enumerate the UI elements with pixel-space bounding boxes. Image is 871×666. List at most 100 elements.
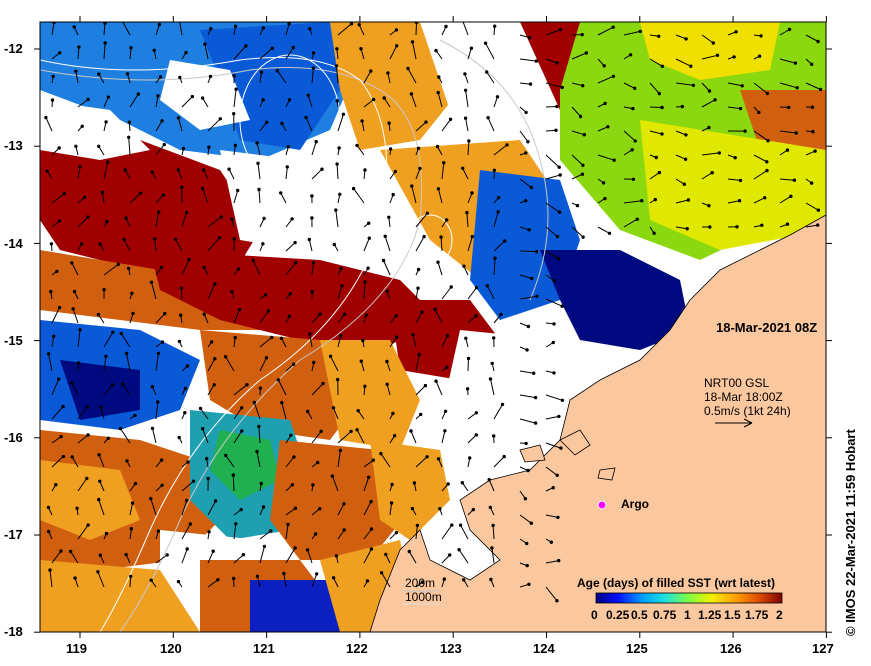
current-vector [101, 192, 105, 204]
current-vector-head [485, 70, 489, 74]
current-vector-head [757, 110, 761, 115]
current-vector [519, 130, 529, 142]
current-vector [493, 258, 496, 276]
current-vector [519, 394, 536, 399]
current-vector [701, 152, 720, 156]
current-vector-head [436, 90, 440, 95]
current-vector-head [468, 456, 472, 460]
current-vector [311, 68, 314, 84]
current-vector-head [557, 165, 561, 169]
argo-marker[interactable] [597, 500, 607, 510]
current-vector-head [465, 210, 469, 215]
current-vector [486, 285, 495, 300]
current-vector-head [119, 331, 124, 336]
current-vector-head [707, 125, 711, 130]
current-vector-head [425, 211, 430, 216]
current-vector-head [308, 27, 312, 31]
current-vector-head [810, 181, 814, 185]
current-vector-head [262, 216, 266, 221]
current-vector [701, 82, 710, 92]
current-vector-head [524, 441, 528, 446]
current-vector-head [369, 499, 373, 504]
current-vector [285, 507, 296, 516]
current-vector [545, 250, 559, 260]
current-vector [753, 154, 768, 163]
current-vector-head [70, 381, 74, 385]
current-vector [285, 23, 290, 36]
current-vector-head [240, 406, 244, 410]
current-vector-head [185, 498, 189, 503]
current-vector-head [276, 378, 280, 382]
current-vector-head [96, 312, 101, 317]
current-vector-head [219, 215, 224, 219]
current-vector-head [97, 453, 101, 457]
current-vector-head [474, 433, 478, 437]
current-vector-head [130, 501, 135, 505]
current-vector-head [602, 64, 606, 68]
current-vector [333, 407, 339, 420]
current-vector-head [212, 383, 216, 387]
current-vector-head [261, 242, 265, 246]
current-vector-head [310, 194, 314, 198]
current-vector-head [554, 128, 558, 133]
current-vector-head [708, 225, 712, 229]
current-vector-head [125, 459, 129, 463]
current-vector [485, 42, 495, 60]
current-vector-head [205, 456, 209, 461]
current-vector-head [124, 552, 128, 557]
colorbar-tick-label: 1.5 [724, 608, 741, 622]
current-vector-head [435, 144, 440, 149]
current-vector-head [339, 266, 343, 271]
current-vector-head [157, 22, 162, 27]
current-vector [51, 456, 64, 468]
current-vector-head [497, 195, 501, 200]
current-vector-head [383, 234, 387, 239]
current-vector-head [318, 507, 322, 511]
current-vector-head [163, 311, 167, 316]
current-vector [545, 82, 563, 88]
current-vector [363, 548, 372, 564]
current-vector-head [280, 400, 284, 405]
current-vector-head [336, 377, 340, 382]
current-vector-head [255, 141, 259, 145]
current-vector-head [387, 215, 391, 220]
current-vector [412, 334, 417, 348]
current-vector [411, 185, 417, 204]
colorbar-tick-label: 0.25 [606, 608, 630, 622]
current-vector [649, 82, 660, 94]
current-vector [571, 173, 583, 180]
current-vector-head [129, 527, 134, 531]
current-vector-head [45, 169, 49, 173]
current-vector-head [319, 429, 323, 433]
current-vector-head [555, 473, 559, 477]
current-vector-head [533, 421, 538, 425]
current-vector [545, 202, 560, 213]
current-vector-head [369, 547, 374, 551]
current-vector-head [443, 429, 447, 433]
current-vector-head [785, 148, 790, 152]
current-vector-head [343, 312, 347, 316]
current-vector [519, 274, 532, 279]
current-vector-head [635, 217, 639, 221]
current-vector [412, 41, 417, 60]
current-vector-head [335, 47, 339, 51]
current-vector-head [177, 435, 181, 440]
current-vector-head [71, 307, 75, 311]
current-vector-head [503, 239, 507, 243]
current-vector-head [422, 234, 426, 239]
current-vector [155, 313, 166, 324]
current-vector [233, 407, 243, 420]
current-vector-head [361, 338, 365, 343]
current-vector-head [527, 36, 532, 40]
current-vector-head [463, 72, 467, 76]
current-vector-head [290, 217, 294, 221]
current-vector-head [74, 69, 78, 74]
current-vector-head [308, 332, 312, 336]
current-vector [45, 117, 53, 132]
current-vector [363, 528, 372, 540]
current-vector-head [292, 455, 296, 459]
current-vector-head [106, 95, 111, 99]
current-vector-head [631, 177, 636, 182]
current-vector-head [458, 523, 463, 527]
current-vector-head [188, 522, 193, 526]
